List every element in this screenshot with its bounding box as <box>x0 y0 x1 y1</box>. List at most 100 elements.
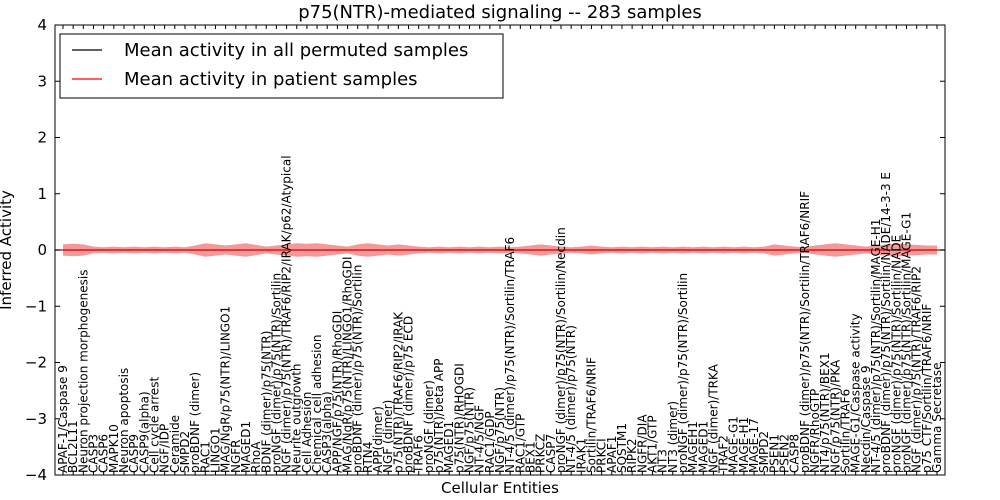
category-label: PRKCI <box>595 438 609 473</box>
category-label: BDNF (dimer)/p75(NTR) <box>259 331 273 473</box>
category-label: NGF (dimer)/TRKA <box>706 363 720 473</box>
category-label: APAF1 <box>605 436 619 473</box>
category-label: IRAK1 <box>574 438 588 473</box>
category-label: SQSTM1 <box>615 423 629 473</box>
category-label: CASP3(alpha) <box>320 391 334 473</box>
y-tick-label: −2 <box>25 354 47 372</box>
category-label: MAPK10 <box>107 424 121 473</box>
category-label: p75(NTR)/TRAF6/RIP2/IRAK <box>391 311 405 473</box>
category-label: MAG/NgR/p75(NTR)/LINGO1 <box>219 306 233 473</box>
category-label: proBDNF (dimer)/p75(NTR)/Sortilin/NADE/1… <box>879 172 893 473</box>
y-axis-ticks: −4 −3 −2 −1 0 1 2 3 4 <box>25 16 945 484</box>
category-label: RAC1/GTP <box>513 414 527 473</box>
category-label: Neuron projection morphogenesis <box>76 270 90 474</box>
category-label: p75 CTF/Sortilin/TRAF6/NRIF <box>920 304 934 473</box>
category-label: NGF (dimer)/p75(NTR)/TRAF6/RIP2/IRAK/p62… <box>280 155 294 473</box>
category-label: APP/NGF/p75(NTR)/RhoGDI <box>330 311 344 473</box>
category-label: NGF/IDP <box>158 424 172 473</box>
category-label: NGF/p75(NTR) <box>493 387 507 473</box>
category-label: proBDNF (dimer)/p75(NTR)/Sortilin <box>351 265 365 473</box>
category-label: NT-4/5 (dimer)/p75(NTR)/Sortilin/TRAF6 <box>503 237 517 473</box>
category-label: MAGE-17 <box>747 418 761 473</box>
y-tick-label: 0 <box>37 241 47 259</box>
category-label: CASP3 <box>86 434 100 473</box>
category-label: NT4/p75(NTR)/BEX1 <box>818 352 832 473</box>
category-label: MAG/NgR/p75(NTR)/LINGO1/RhoGDI <box>341 256 355 473</box>
category-label: Sortilin/TRAF6/NRIF <box>584 357 598 473</box>
legend-box <box>59 33 504 99</box>
legend-patient-label: Mean activity in patient samples <box>124 69 418 90</box>
category-label: proNGF (dimer)/p75(NTR)/Sortilin/Necdin <box>554 227 568 473</box>
category-label: APP(dimer) <box>371 406 385 473</box>
category-label: RAC1 <box>198 441 212 473</box>
y-tick-label: −3 <box>25 410 47 428</box>
category-label: Cell cycle arrest <box>147 377 161 473</box>
x-axis-label: Cellular Entities <box>441 479 559 497</box>
category-label: TRAF6 <box>412 435 426 474</box>
category-label: MAGED1 <box>239 421 253 473</box>
category-label: SMPD2 <box>757 431 771 473</box>
category-label: TRAF2 <box>717 435 731 474</box>
y-tick-label: −4 <box>25 466 47 484</box>
category-label: proNGF (dimer)/p75(NTR)/Sortilin/MAGE-G1 <box>900 212 914 473</box>
y-tick-label: 3 <box>37 72 47 90</box>
category-label: NGFR/RhoGTP <box>808 389 822 473</box>
category-label: CASP8 <box>788 434 802 473</box>
category-label: proNGF (dimer)/p75(NTR)/Sortilin/NADE <box>889 235 903 473</box>
category-label: proBDNF (dimer)/p75(NTR)/Sortilin/TRAF6/… <box>798 191 812 473</box>
category-label: MAGED1 <box>442 421 456 473</box>
category-label: Sortilin/TRAF6 <box>839 389 853 473</box>
x-axis-ticks <box>62 25 938 475</box>
category-label: PSEN2 <box>778 434 792 473</box>
legend: Mean activity in all permuted samples Me… <box>59 33 504 99</box>
category-label: NGF (dimer) <box>381 400 395 473</box>
category-label: CASP6 <box>97 434 111 473</box>
category-label: proBDNF (dimer) <box>188 372 202 473</box>
category-label: p75(NTR)/beta APP <box>432 359 446 474</box>
category-label: CASP9(alpha) <box>137 391 151 473</box>
category-label: NT-4/5/NGF <box>473 405 487 473</box>
category-label: Necdin/Caspase 9 <box>859 365 873 473</box>
category-label: NT-4/5 (dimer)/p75(NTR)/Sortilin/MAGE-H1 <box>869 219 883 473</box>
category-label: BCL2L11 <box>66 420 80 473</box>
category-label: Neurite outgrowth <box>290 363 304 473</box>
category-label: SMPD2 <box>178 431 192 473</box>
category-label: p75(NTR)/RHOGDI <box>452 363 466 473</box>
category-label: MAGE-G1/Caspase activity <box>849 313 863 473</box>
category-label: NT3 <box>656 449 670 473</box>
category-label: AKT1/GTP <box>645 415 659 473</box>
category-label: PRKCZ <box>534 434 548 473</box>
category-label: RAC1/GDP <box>483 411 497 473</box>
category-label: proBDNF (dimer)/p75 ECD <box>402 316 416 473</box>
category-label: Chemical cell adhesion <box>310 335 324 473</box>
legend-permuted-label: Mean activity in all permuted samples <box>124 40 468 61</box>
category-label: RhoA <box>249 441 263 473</box>
category-label: RIPK2 <box>625 438 639 473</box>
category-label: Ceramide <box>168 415 182 473</box>
category-label: APAF-1/Caspase 9 <box>56 365 70 473</box>
category-label: MAGEH1 <box>686 421 700 473</box>
category-label: MAGE-G1 <box>727 416 741 473</box>
category-label: BEX1 <box>523 441 537 473</box>
category-label: NGF/p75(NTR) <box>463 387 477 473</box>
y-tick-label: 2 <box>37 129 47 147</box>
y-tick-label: 1 <box>37 185 47 203</box>
category-label: proNGF (dimer) <box>422 380 436 473</box>
chart-title: p75(NTR)-mediated signaling -- 283 sampl… <box>298 2 702 23</box>
category-label: MAGE-H1 <box>737 417 751 473</box>
category-label: Neuron apoptosis <box>117 368 131 473</box>
category-label: RTN4 <box>361 442 375 473</box>
category-label: Gamma Secretase <box>930 362 944 473</box>
category-label: CASP7 <box>544 434 558 473</box>
category-label: NT-4/5 (dimer)/p75(NTR) <box>564 325 578 473</box>
y-tick-label: 4 <box>37 16 47 34</box>
category-label: NT3 (dimer) <box>666 401 680 473</box>
category-label: NGFR/DIA <box>635 414 649 473</box>
category-label: Cell Adhesion <box>300 392 314 473</box>
category-label: NGF/p75(NTR)/PKA <box>828 359 842 473</box>
category-label: proNGF (dimer)/p75(NTR)/Sortilin <box>269 273 283 473</box>
category-label: proNGF (dimer)/p75(NTR)/Sortilin <box>676 273 690 473</box>
